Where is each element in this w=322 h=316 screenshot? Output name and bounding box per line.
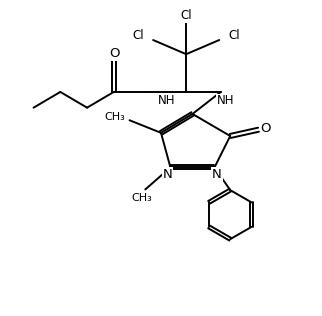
- Text: Cl: Cl: [133, 29, 144, 42]
- Text: Cl: Cl: [228, 29, 240, 42]
- Text: Cl: Cl: [180, 9, 192, 22]
- Text: O: O: [109, 47, 120, 60]
- Text: O: O: [260, 122, 271, 135]
- Text: NH: NH: [217, 94, 234, 107]
- Text: NH: NH: [158, 94, 175, 107]
- Text: N: N: [163, 168, 173, 181]
- Text: CH₃: CH₃: [132, 193, 153, 203]
- Text: N: N: [212, 168, 222, 181]
- Text: CH₃: CH₃: [104, 112, 125, 122]
